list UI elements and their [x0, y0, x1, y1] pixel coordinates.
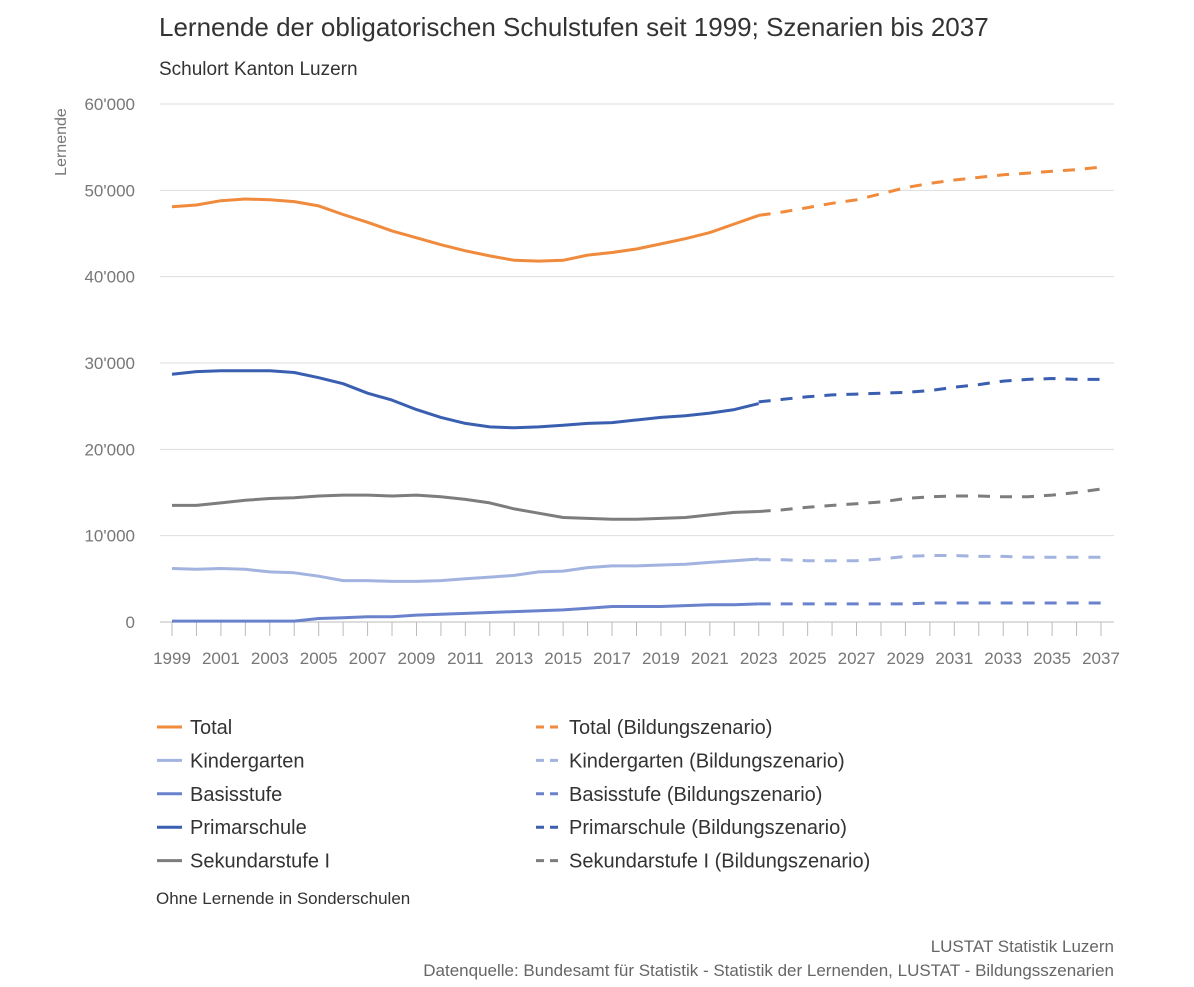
y-tick-label: 10'000: [84, 527, 135, 546]
y-tick-label: 50'000: [84, 181, 135, 200]
x-tick-label: 2019: [642, 649, 680, 668]
y-tick-label: 60'000: [84, 95, 135, 114]
x-axis: 1999 2001 2003 2005 2007 2009 2011 2013 2015 2017…: [153, 622, 1120, 668]
series-line-kindergarten: [171, 557, 759, 583]
legend-label: Kindergarten (Bildungszenario): [569, 750, 845, 772]
chart-title: Lernende der obligatorischen Schulstufen…: [159, 12, 989, 42]
x-tick-label: 2011: [447, 649, 484, 668]
x-tick-label: 2027: [838, 649, 876, 668]
x-tick-label: 2033: [984, 649, 1022, 668]
series-line-sekundarstufe-i-bildungszenario: [758, 487, 1102, 513]
x-tick-label: 2007: [349, 649, 387, 668]
y-tick-label: 0: [126, 613, 135, 632]
grid-lines: [160, 103, 1114, 623]
legend-label: Total (Bildungszenario): [569, 717, 772, 739]
legend-label: Basisstufe: [190, 784, 282, 806]
series-line-total-bildungszenario: [758, 165, 1102, 217]
x-tick-label: 2021: [691, 649, 729, 668]
series-lines: [171, 165, 1102, 623]
series-line-sekundarstufe-i: [172, 493, 759, 521]
x-tick-label: 2001: [202, 649, 240, 668]
x-tick-label: 2037: [1082, 649, 1120, 668]
x-tick-label: 2015: [544, 649, 582, 668]
legend-label: Primarschule: [190, 817, 307, 839]
legend-label: Sekundarstufe I: [190, 851, 330, 873]
legend-label: Kindergarten: [190, 750, 305, 772]
x-tick-label: 2009: [398, 649, 436, 668]
x-tick-label: 2017: [593, 649, 631, 668]
y-tick-label: 20'000: [84, 440, 135, 459]
x-tick-label: 2031: [935, 649, 973, 668]
series-line-primarschule: [171, 369, 760, 430]
data-source: Datenquelle: Bundesamt für Statistik - S…: [423, 961, 1114, 980]
series-line-basisstufe: [172, 602, 759, 623]
x-tick-label: 2029: [887, 649, 925, 668]
footnote: Ohne Lernende in Sonderschulen: [156, 889, 411, 908]
x-tick-label: 2003: [251, 649, 289, 668]
series-line-basisstufe-bildungszenario: [758, 601, 1101, 606]
y-axis-label: Lernende: [53, 108, 70, 176]
legend-label: Basisstufe (Bildungszenario): [569, 784, 822, 806]
y-axis: 0 10'000 20'000 30'000 40'000 50'000 60'000: [84, 95, 135, 632]
series-line-primarschule-bildungszenario: [758, 377, 1101, 404]
x-tick-label: 2035: [1033, 649, 1071, 668]
x-tick-label: 2005: [300, 649, 338, 668]
legend: Total Kindergarten Basisstufe Primarschule S…: [157, 717, 870, 873]
y-tick-label: 30'000: [84, 354, 135, 373]
x-tick-label: 1999: [153, 649, 191, 668]
credit: LUSTAT Statistik Luzern: [930, 937, 1114, 956]
x-tick-label: 2023: [740, 649, 778, 668]
x-tick-label: 2013: [495, 649, 533, 668]
legend-label: Total: [190, 717, 232, 739]
series-line-kindergarten-bildungszenario: [758, 554, 1101, 563]
chart-subtitle: Schulort Kanton Luzern: [159, 59, 358, 80]
legend-label: Primarschule (Bildungszenario): [569, 817, 847, 839]
legend-label: Sekundarstufe I (Bildungszenario): [569, 851, 870, 873]
y-tick-label: 40'000: [84, 268, 135, 287]
series-line-total: [171, 197, 760, 263]
x-tick-label: 2025: [789, 649, 827, 668]
